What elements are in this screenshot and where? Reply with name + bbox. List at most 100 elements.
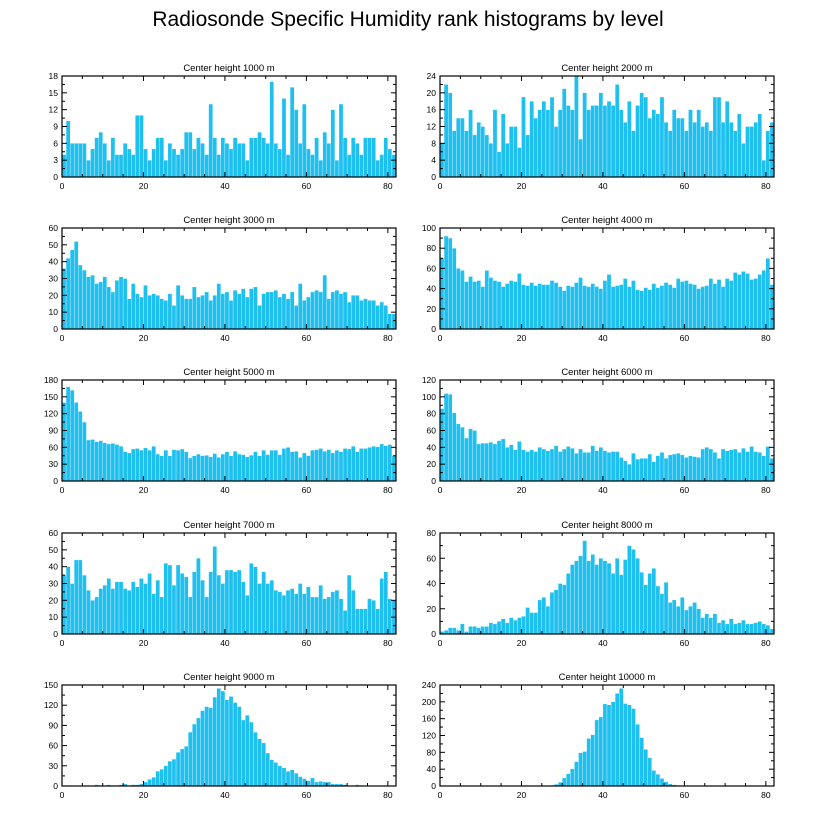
bar <box>179 748 185 787</box>
bar <box>318 585 323 635</box>
bar <box>171 585 177 635</box>
bar <box>131 448 136 482</box>
bar <box>619 688 624 787</box>
bar <box>90 274 95 330</box>
bar <box>720 448 726 482</box>
bar <box>151 293 156 330</box>
bar <box>131 581 136 635</box>
bar <box>704 285 709 330</box>
bar <box>631 280 636 330</box>
y-tick-label: 40 <box>427 442 437 452</box>
bar <box>496 440 502 482</box>
x-tick-label: 40 <box>598 638 608 648</box>
x-tick-label: 20 <box>517 638 527 648</box>
bar <box>208 300 213 330</box>
bar <box>529 449 534 482</box>
y-tick-label: 0 <box>53 172 58 182</box>
bar <box>761 455 767 482</box>
bar <box>82 421 87 482</box>
y-tick-label: 60 <box>49 741 59 751</box>
bar <box>639 458 644 482</box>
bar <box>716 458 722 482</box>
bar <box>363 448 368 482</box>
bar <box>488 442 494 482</box>
bar <box>541 597 547 635</box>
y-tick-label: 30 <box>49 761 59 771</box>
y-tick-label: 30 <box>49 579 59 589</box>
bar <box>61 268 67 330</box>
bar <box>232 137 238 178</box>
x-tick-label: 80 <box>761 790 771 800</box>
bar <box>257 738 262 787</box>
bar <box>338 103 344 178</box>
bar <box>468 428 473 482</box>
bar <box>684 609 689 635</box>
bar <box>298 583 303 635</box>
bar <box>733 130 738 178</box>
histogram-panel-7: Center height 7000 m 0 20 40 60 80 0 10 20 30 40 50… <box>49 520 397 648</box>
bar <box>167 455 173 482</box>
bar <box>724 623 730 635</box>
bar <box>676 278 681 330</box>
bar <box>505 447 510 482</box>
bar <box>716 622 722 635</box>
panel-title: Center height 9000 m <box>183 672 274 683</box>
bar <box>525 285 530 330</box>
bar <box>663 122 669 178</box>
bar <box>574 453 579 482</box>
bar <box>163 300 169 330</box>
bar <box>663 282 669 330</box>
bar <box>672 287 677 330</box>
panel-title: Center height 3000 m <box>183 215 274 226</box>
y-tick-label: 60 <box>427 263 437 273</box>
bar <box>602 560 608 635</box>
bar <box>135 293 140 330</box>
bar <box>749 446 754 482</box>
bar <box>330 591 336 635</box>
bar <box>102 585 107 635</box>
bar <box>302 103 307 178</box>
bar <box>245 715 250 787</box>
bar <box>355 143 360 178</box>
bar <box>525 134 530 178</box>
bar <box>655 585 661 635</box>
bar <box>692 284 697 330</box>
bar <box>90 148 95 178</box>
bar <box>318 448 323 482</box>
bar <box>720 619 726 635</box>
bar <box>139 115 144 178</box>
bar <box>513 126 518 178</box>
x-tick-label: 40 <box>220 638 230 648</box>
figure-title: Radiosonde Specific Humidity rank histog… <box>152 8 664 31</box>
bar <box>122 588 128 635</box>
bar <box>236 706 242 787</box>
bar <box>269 759 274 787</box>
bar <box>273 449 279 482</box>
bar <box>122 143 128 178</box>
bar <box>659 452 665 482</box>
bar <box>704 122 709 178</box>
bar <box>672 453 677 482</box>
x-tick-label: 20 <box>139 181 149 191</box>
bar <box>338 451 344 482</box>
bar <box>688 606 693 635</box>
bar <box>61 154 67 178</box>
bar <box>281 448 287 482</box>
bar <box>663 458 669 482</box>
bar <box>537 109 542 178</box>
bar <box>314 596 319 635</box>
bar <box>236 569 242 635</box>
bar <box>456 117 461 178</box>
bar <box>163 563 169 635</box>
bar <box>285 154 291 178</box>
bar <box>594 450 600 482</box>
bar <box>456 268 461 330</box>
bar <box>212 453 217 482</box>
bar <box>639 737 644 787</box>
bar <box>143 148 148 178</box>
bar <box>179 573 185 635</box>
bar <box>460 623 465 635</box>
bar <box>326 596 331 635</box>
bar <box>322 131 327 178</box>
panel-title: Center height 2000 m <box>561 63 652 74</box>
